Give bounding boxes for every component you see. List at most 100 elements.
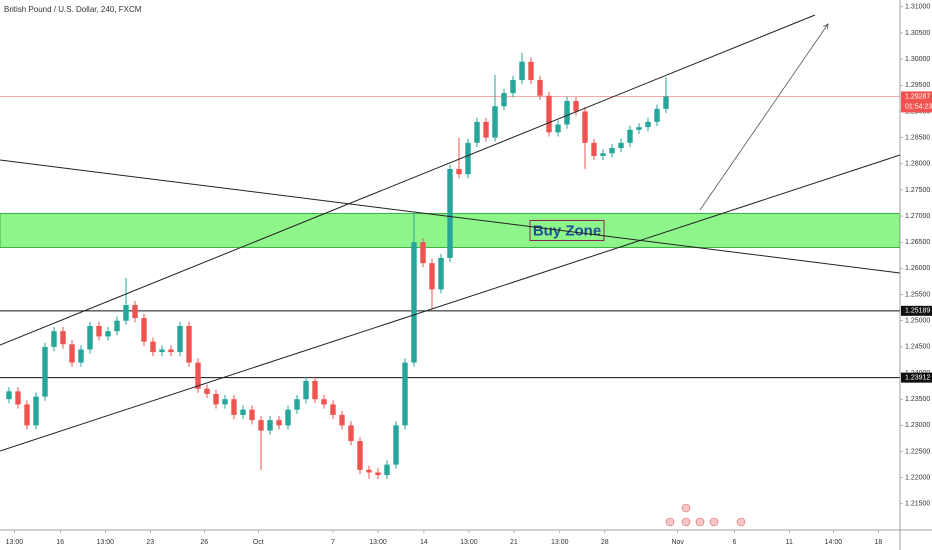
y-tick-label: 1.25000 — [905, 318, 930, 325]
candle-body — [114, 320, 120, 332]
y-tick-label: 1.27000 — [905, 213, 930, 220]
chart-title: British Pound / U.S. Dollar, 240, FXCM — [4, 5, 142, 14]
x-tick-label: 14:00 — [825, 539, 843, 546]
zone-label-box — [529, 219, 605, 241]
candle-body — [537, 80, 543, 96]
x-tick-label: 13:00 — [460, 539, 478, 546]
x-tick-label: 6 — [732, 539, 736, 546]
candle-body — [357, 441, 363, 470]
candle-body — [123, 305, 129, 321]
y-tick-label: 1.28500 — [905, 134, 930, 141]
candle-body — [105, 331, 111, 337]
candle-body — [6, 391, 12, 400]
candle-body — [375, 472, 381, 476]
level-label: 1.25189 — [905, 308, 930, 315]
event-icon — [695, 517, 705, 527]
candle-body — [609, 148, 615, 154]
event-icon — [709, 517, 719, 527]
y-tick-label: 1.25500 — [905, 291, 930, 298]
candle-body — [240, 409, 246, 415]
candle-body — [591, 142, 597, 156]
candle-body — [348, 425, 354, 442]
x-tick-label: 14 — [420, 539, 428, 546]
x-tick-label: 13:00 — [6, 539, 24, 546]
candle-body — [15, 391, 21, 405]
candle-body — [87, 325, 93, 350]
level-label: 1.23912 — [905, 374, 930, 381]
candle-body — [546, 95, 552, 133]
x-tick-label: 13:00 — [97, 539, 115, 546]
candle-body — [663, 96, 669, 109]
x-tick-label: 28 — [601, 539, 609, 546]
candle-body — [132, 305, 138, 319]
candle-body — [78, 349, 84, 363]
event-icons — [665, 503, 746, 527]
candle-layer — [6, 52, 669, 480]
event-icon — [681, 503, 691, 513]
trend-line — [0, 154, 901, 452]
candle-body — [186, 325, 192, 363]
y-tick-label: 1.31000 — [905, 4, 930, 11]
x-tick-label: Nov — [671, 539, 684, 546]
candle-body — [600, 153, 606, 156]
candle-body — [222, 399, 228, 405]
candle-body — [24, 404, 30, 426]
candle-body — [276, 420, 282, 426]
candle-body — [438, 257, 444, 290]
y-tick-label: 1.23500 — [905, 396, 930, 403]
candle-body — [330, 404, 336, 415]
candle-body — [159, 349, 165, 353]
candle-body — [51, 331, 57, 347]
candle-body — [555, 124, 561, 133]
candle-body — [69, 344, 75, 363]
price-label-box — [901, 91, 932, 113]
level-label-box — [901, 305, 932, 316]
y-tick-label: 1.27500 — [905, 187, 930, 194]
candle-body — [177, 325, 183, 353]
candle-body — [510, 80, 516, 94]
candle-body — [258, 420, 264, 431]
x-tick-label: 26 — [200, 539, 208, 546]
candle-body — [96, 325, 102, 337]
candle-body — [42, 346, 48, 397]
candle-body — [402, 362, 408, 426]
candle-body — [294, 399, 300, 410]
candle-body — [474, 121, 480, 143]
candle-body — [33, 396, 39, 426]
y-tick-label: 1.22500 — [905, 448, 930, 455]
y-tick-label: 1.30500 — [905, 30, 930, 37]
candle-body — [60, 331, 66, 345]
candle-body — [420, 242, 426, 264]
candle-body — [519, 61, 525, 81]
candle-body — [213, 393, 219, 405]
candle-body — [618, 142, 624, 149]
time-axis-bg — [0, 530, 932, 550]
y-tick-label: 1.26000 — [905, 265, 930, 272]
x-tick-label: 23 — [146, 539, 154, 546]
candle-body — [483, 121, 489, 138]
trend-line — [0, 159, 901, 274]
trend-line — [0, 14, 816, 346]
candle-body — [141, 318, 147, 342]
candle-body — [195, 362, 201, 389]
candle-body — [645, 121, 651, 128]
candle-body — [384, 464, 390, 476]
y-tick-label: 1.23000 — [905, 422, 930, 429]
candle-body — [456, 168, 462, 175]
candle-body — [465, 142, 471, 175]
candle-body — [150, 341, 156, 353]
candle-body — [429, 263, 435, 290]
x-tick-label: 13:00 — [551, 539, 569, 546]
y-tick-label: 1.28000 — [905, 161, 930, 168]
candle-body — [321, 399, 327, 405]
candle-body — [492, 106, 498, 138]
price-label: 1.29287 — [905, 93, 930, 100]
x-tick-label: 7 — [331, 539, 335, 546]
x-tick-label: Oct — [253, 539, 264, 546]
y-tick-label: 1.21500 — [905, 501, 930, 508]
event-icon — [665, 517, 675, 527]
candle-body — [654, 108, 660, 122]
candle-body — [447, 168, 453, 258]
x-tick-label: 16 — [56, 539, 64, 546]
